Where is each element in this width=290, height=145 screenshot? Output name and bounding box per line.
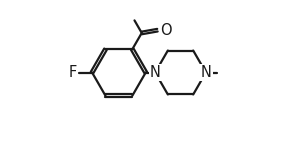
Text: O: O xyxy=(160,23,172,38)
Text: F: F xyxy=(69,65,77,80)
Text: N: N xyxy=(150,65,161,80)
Text: N: N xyxy=(200,65,211,80)
